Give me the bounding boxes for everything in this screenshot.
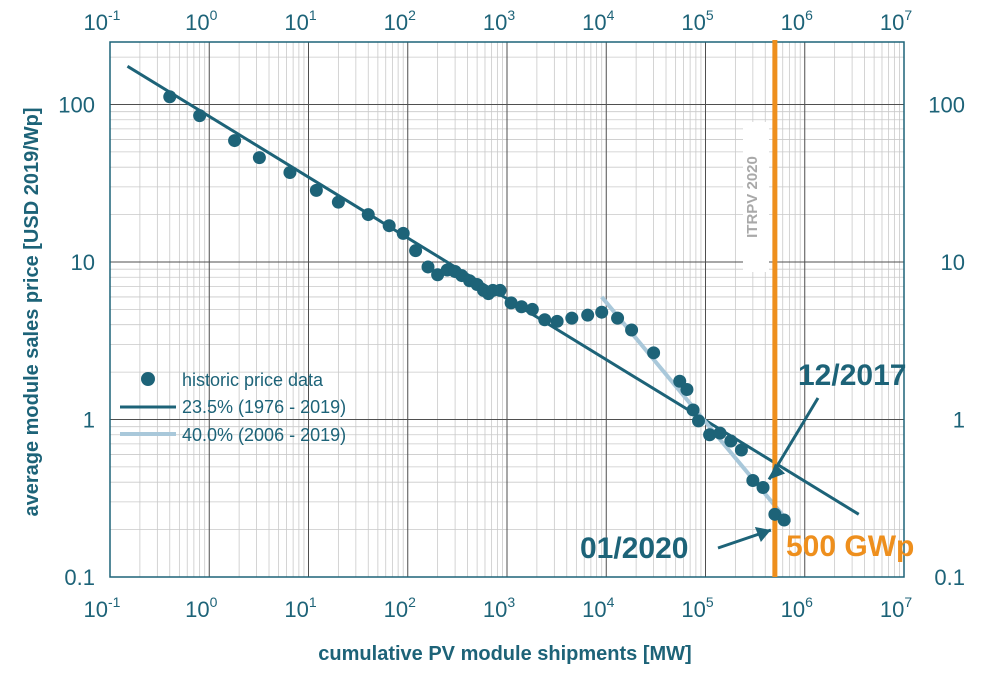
annotation-01-2020: 01/2020 <box>580 532 688 565</box>
x-tick-label-bottom: 104 <box>582 594 614 622</box>
x-tick-label-bottom: 10-1 <box>84 594 121 622</box>
data-point <box>691 414 705 428</box>
highlight-layer <box>743 40 778 577</box>
data-point <box>550 314 564 328</box>
data-point <box>331 195 345 209</box>
data-point <box>680 383 694 397</box>
x-tick-label-bottom: 101 <box>284 594 316 622</box>
x-tick-label-bottom: 107 <box>880 594 912 622</box>
annotation-12-2017: 12/2017 <box>798 359 906 392</box>
y-tick-label-left: 100 <box>58 93 95 118</box>
y-tick-label-right: 1 <box>953 408 965 433</box>
data-point <box>228 134 242 148</box>
plot-frame <box>109 41 905 578</box>
x-tick-exponent: -1 <box>108 7 121 23</box>
x-tick-label-top: 100 <box>185 7 217 35</box>
data-point <box>382 219 396 233</box>
legend-label-fit-235: 23.5% (1976 - 2019) <box>182 397 346 417</box>
data-point <box>525 302 539 316</box>
x-tick-label-top: 105 <box>681 7 713 35</box>
x-tick-label-bottom: 100 <box>185 594 217 622</box>
gwp-callout: 500 GWp <box>786 530 914 563</box>
legend: historic price data 23.5% (1976 - 2019) … <box>120 370 346 445</box>
data-point <box>746 473 760 487</box>
data-point <box>703 428 717 442</box>
data-point <box>768 507 782 521</box>
x-tick-label-bottom: 106 <box>781 594 813 622</box>
data-point <box>565 311 579 325</box>
arrowhead-12-2017 <box>769 463 786 480</box>
data-point <box>163 90 177 104</box>
x-tick-exponent: 7 <box>904 594 912 610</box>
x-tick-label-top: 102 <box>384 7 416 35</box>
x-tick-exponent: 2 <box>408 7 416 23</box>
x-tick-label-top: 10-1 <box>84 7 121 35</box>
x-tick-exponent: -1 <box>108 594 121 610</box>
legend-label-historic: historic price data <box>182 370 324 390</box>
x-tick-label-bottom: 102 <box>384 594 416 622</box>
x-tick-exponent: 0 <box>210 594 218 610</box>
y-tick-label-right: 100 <box>928 93 965 118</box>
x-tick-label-top: 101 <box>284 7 316 35</box>
x-tick-exponent: 4 <box>607 594 615 610</box>
data-point <box>283 166 297 180</box>
data-point <box>734 443 748 457</box>
data-point <box>431 268 445 282</box>
x-tick-exponent: 6 <box>805 594 813 610</box>
x-tick-exponent: 7 <box>904 7 912 23</box>
data-point <box>581 308 595 322</box>
data-point <box>647 346 661 360</box>
data-point <box>361 208 375 222</box>
data-point <box>193 109 207 123</box>
x-tick-label-bottom: 105 <box>681 594 713 622</box>
y-tick-label-left: 1 <box>83 408 95 433</box>
data-point <box>409 244 423 258</box>
data-point <box>713 426 727 440</box>
x-tick-exponent: 3 <box>507 7 515 23</box>
data-point <box>421 260 435 274</box>
x-tick-label-bottom: 103 <box>483 594 515 622</box>
data-point <box>756 481 770 495</box>
data-point <box>686 403 700 417</box>
legend-label-fit-400: 40.0% (2006 - 2019) <box>182 425 346 445</box>
data-point <box>724 434 738 448</box>
data-point <box>493 283 507 297</box>
x-tick-exponent: 4 <box>607 7 615 23</box>
y-tick-label-left: 0.1 <box>64 565 95 590</box>
x-tick-exponent: 2 <box>408 594 416 610</box>
data-point <box>252 151 266 165</box>
x-tick-exponent: 3 <box>507 594 515 610</box>
data-point <box>595 305 609 319</box>
x-tick-label-top: 106 <box>781 7 813 35</box>
x-axis-title: cumulative PV module shipments [MW] <box>318 643 691 665</box>
data-point <box>515 300 529 314</box>
x-tick-exponent: 1 <box>309 7 317 23</box>
x-tick-exponent: 1 <box>309 594 317 610</box>
data-point <box>504 296 518 310</box>
x-tick-exponent: 5 <box>706 594 714 610</box>
annotation-arrows <box>717 397 820 550</box>
y-tick-label-right: 0.1 <box>934 565 965 590</box>
legend-marker <box>141 372 155 386</box>
x-tick-label-top: 103 <box>483 7 515 35</box>
data-points <box>163 90 791 527</box>
data-point <box>538 313 552 327</box>
itrpv-label: ITRPV 2020 <box>744 156 761 238</box>
y-tick-label-left: 10 <box>71 250 95 275</box>
arrowhead-01-2020 <box>754 527 771 543</box>
x-tick-exponent: 5 <box>706 7 714 23</box>
itrpv-label-bg <box>743 122 769 272</box>
data-point <box>611 311 625 325</box>
data-point <box>777 513 791 527</box>
data-point <box>309 183 323 197</box>
x-tick-exponent: 0 <box>210 7 218 23</box>
data-point <box>625 323 639 337</box>
y-tick-label-right: 10 <box>941 250 965 275</box>
x-tick-label-top: 107 <box>880 7 912 35</box>
y-axis-title: average module sales price [USD 2019/Wp] <box>21 107 43 516</box>
data-point <box>396 226 410 240</box>
x-tick-label-top: 104 <box>582 7 614 35</box>
x-tick-exponent: 6 <box>805 7 813 23</box>
